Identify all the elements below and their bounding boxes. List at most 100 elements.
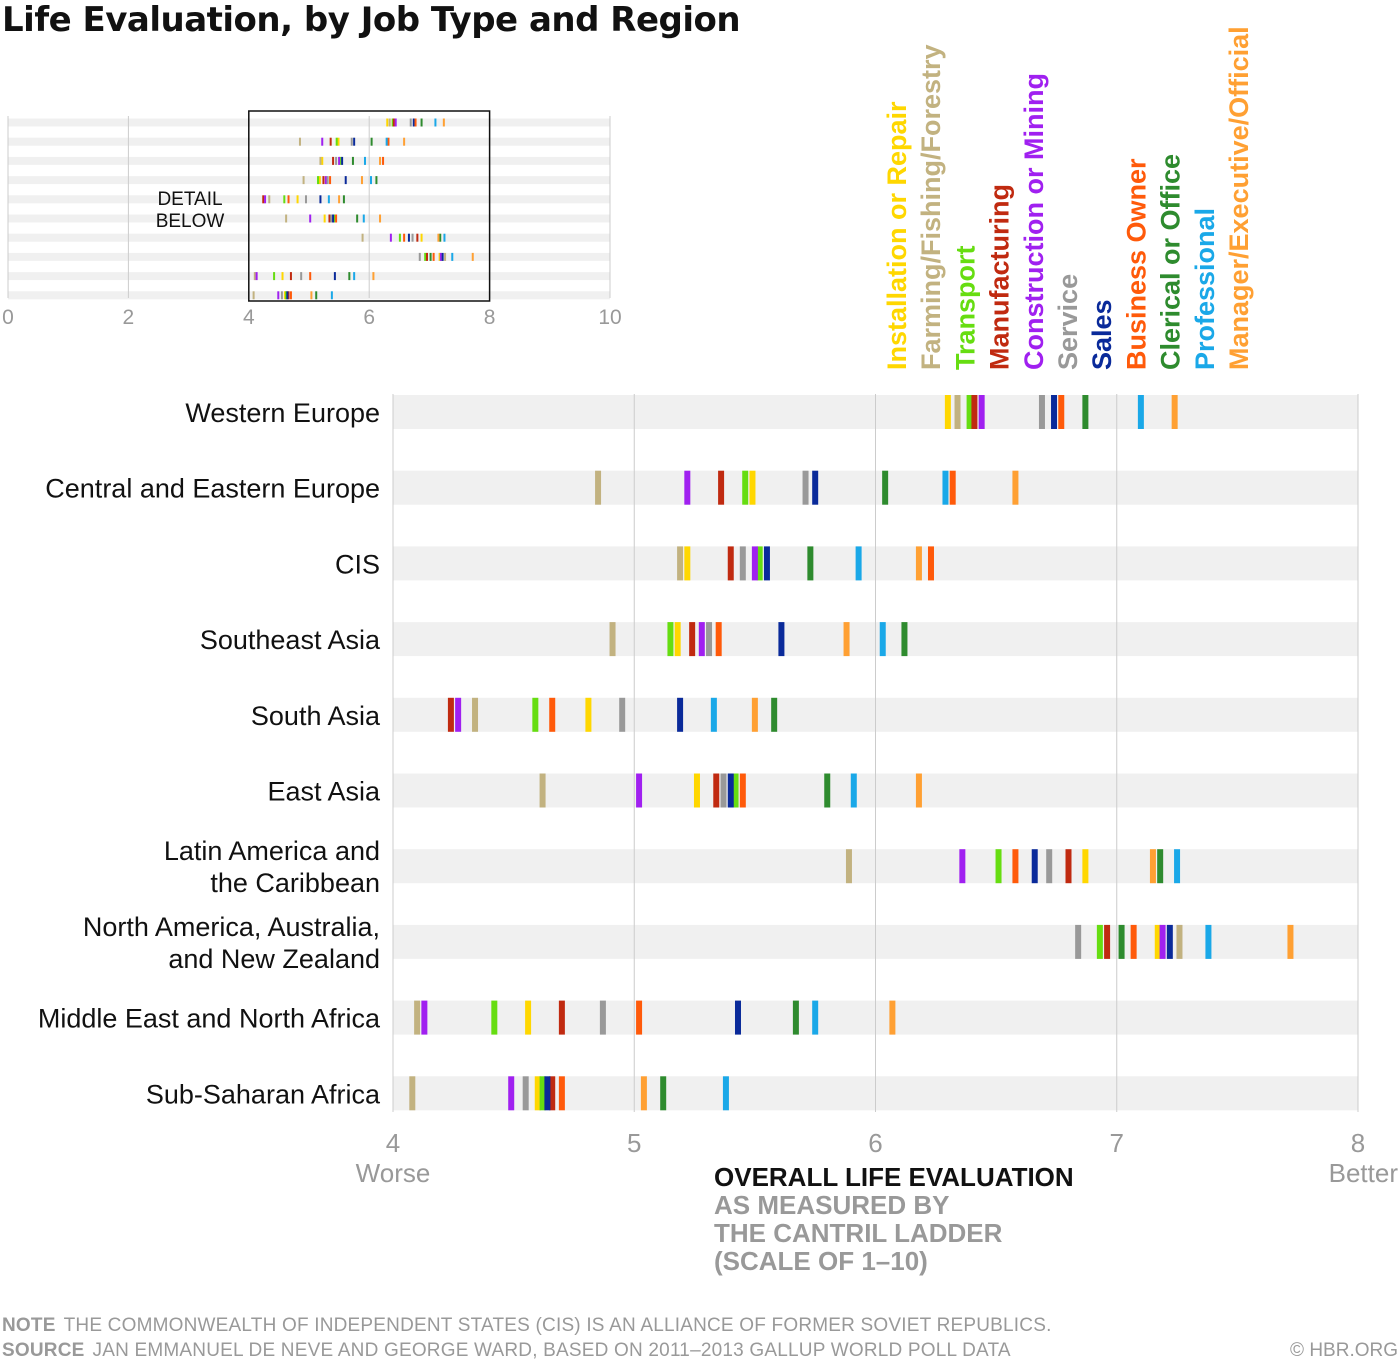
overview-tick-service: [418, 252, 421, 261]
overview-tick-manager-executive-official: [437, 233, 440, 242]
overview-band: [8, 291, 610, 300]
tick-mark-farming-fishing-forestry: [414, 1000, 421, 1035]
tick-mark-farming-fishing-forestry: [409, 1076, 416, 1111]
tick-mark-construction-or-mining: [978, 395, 985, 429]
tick-mark-manufacturing: [713, 773, 720, 808]
overview-tick-manager-executive-official: [442, 118, 445, 127]
tick-mark-professional: [710, 697, 717, 732]
tick-mark-transport: [1096, 924, 1103, 959]
overview-tick-service: [411, 233, 414, 242]
overview-tick-manufacturing: [287, 291, 290, 300]
region-label: Sub-Saharan Africa: [146, 1079, 381, 1109]
tick-mark-installation-or-repair: [944, 395, 951, 429]
overview-tick-transport: [273, 272, 276, 281]
overview-tick-sales: [344, 176, 347, 185]
tick-mark-farming-fishing-forestry: [595, 470, 602, 505]
tick-mark-transport: [532, 697, 539, 732]
overview-tick-service: [280, 291, 283, 300]
tick-mark-professional: [1205, 924, 1212, 959]
region-label: East Asia: [267, 777, 381, 807]
overview-tick-farming-fishing-forestry: [302, 176, 305, 185]
x-axis-title: OVERALL LIFE EVALUATION: [714, 1162, 1074, 1192]
legend-clerical-or-office: Clerical or Office: [1156, 154, 1186, 370]
overview-tick-construction-or-mining: [394, 118, 397, 127]
legend-manufacturing: Manufacturing: [985, 184, 1015, 370]
overview-tick-clerical-or-office: [375, 176, 378, 185]
tick-mark-service: [522, 1076, 529, 1111]
tick-mark-professional: [722, 1076, 729, 1111]
tick-mark-business-owner: [1012, 849, 1019, 884]
tick-mark-manufacturing: [558, 1000, 565, 1035]
overview-tick-construction-or-mining: [277, 291, 280, 300]
overview-tick-installation-or-repair: [318, 176, 321, 185]
tick-mark-service: [739, 546, 746, 581]
overview-tick-transport: [285, 291, 288, 300]
tick-mark-manager-executive-official: [1287, 924, 1294, 959]
overview-band: [8, 252, 610, 261]
source-text: JAN EMMANUEL DE NEVE AND GEORGE WARD, BA…: [92, 1340, 1011, 1361]
tick-mark-installation-or-repair: [585, 697, 592, 732]
overview-tick-professional: [362, 214, 365, 223]
tick-mark-transport: [667, 622, 674, 657]
overview-tick-professional: [443, 233, 446, 242]
tick-mark-manager-executive-official: [1012, 470, 1019, 505]
overview-tick-sales: [333, 272, 336, 281]
overview-tick-business-owner: [403, 233, 406, 242]
tick-mark-manager-executive-official: [1171, 395, 1178, 429]
overview-tick-professional: [385, 137, 388, 146]
tick-mark-transport: [742, 470, 749, 505]
overview-band: [8, 137, 610, 146]
legend-sales: Sales: [1087, 299, 1117, 370]
overview-tick-transport: [398, 233, 401, 242]
overview-tick-manager-executive-official: [403, 137, 406, 146]
tick-mark-manufacturing: [1104, 924, 1111, 959]
overview-tick-sales: [441, 252, 444, 261]
overview-band: [8, 195, 610, 204]
overview-tick-business-owner: [387, 137, 390, 146]
tick-mark-installation-or-repair: [693, 773, 700, 808]
tick-mark-sales: [763, 546, 770, 581]
source-label: SOURCE: [2, 1340, 85, 1361]
overview-tick-transport: [339, 156, 342, 165]
tick-mark-installation-or-repair: [1154, 924, 1161, 959]
overview-tick-professional: [330, 291, 333, 300]
tick-mark-manufacturing: [549, 1076, 556, 1111]
overview-band: [8, 176, 610, 185]
overview-tick-service: [300, 272, 303, 281]
detail-frame: [248, 110, 491, 302]
overview-tick-sales: [353, 137, 356, 146]
overview-tick-installation-or-repair: [281, 272, 284, 281]
overview-tick-sales: [319, 195, 322, 204]
region-label: CIS: [335, 549, 380, 579]
tick-mark-construction-or-mining: [508, 1076, 515, 1111]
overview-tick-professional: [353, 272, 356, 281]
tick-mark-transport: [756, 546, 763, 581]
overview-tick-construction-or-mining: [338, 156, 341, 165]
overview-tick-transport: [424, 252, 427, 261]
detail-note: BELOW: [156, 211, 225, 232]
tick-mark-sales: [727, 773, 734, 808]
overview-tick-transport: [317, 176, 320, 185]
overview-tick-installation-or-repair: [296, 195, 299, 204]
overview-tick-installation-or-repair: [420, 233, 423, 242]
legend-farming-fishing-forestry: Farming/Fishing/Forestry: [916, 44, 946, 370]
overview-tick-farming-fishing-forestry: [444, 252, 447, 261]
tick-mark-sales: [1051, 395, 1058, 429]
tick-mark-manufacturing: [689, 622, 696, 657]
overview-tick-clerical-or-office: [348, 272, 351, 281]
tick-mark-installation-or-repair: [525, 1000, 532, 1035]
overview-tick-manufacturing: [329, 137, 332, 146]
tick-mark-sales: [1166, 924, 1173, 959]
overview-tick-construction-or-mining: [264, 195, 267, 204]
overview-tick-professional: [327, 195, 330, 204]
overview-tick-service: [350, 137, 353, 146]
tick-mark-professional: [879, 622, 886, 657]
overview-tick-installation-or-repair: [283, 291, 286, 300]
overview-tick-professional: [363, 156, 366, 165]
tick-mark-farming-fishing-forestry: [609, 622, 616, 657]
x-axis-subtitle: (SCALE OF 1–10): [714, 1246, 928, 1276]
overview-tick-label: 4: [243, 306, 255, 329]
tick-mark-business-owner: [1130, 924, 1137, 959]
overview-tick-sales: [341, 156, 344, 165]
